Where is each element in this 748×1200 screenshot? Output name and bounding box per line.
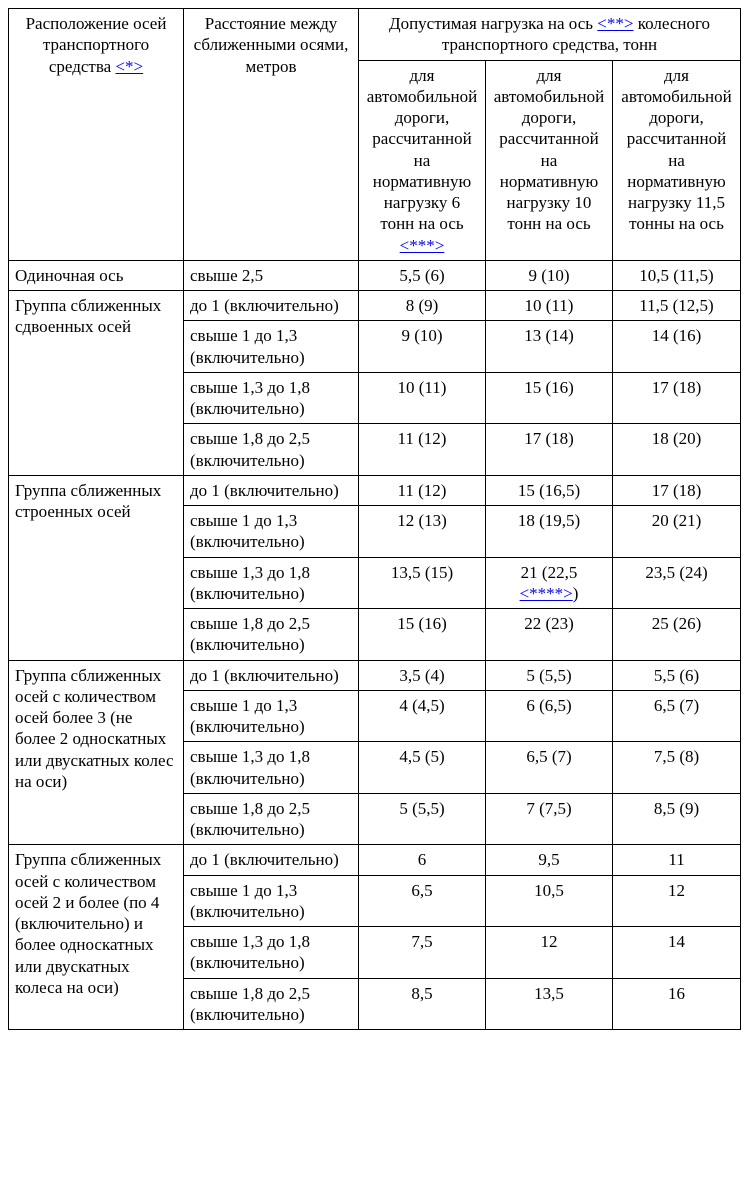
load-10t-cell: 22 (23) xyxy=(486,609,613,661)
load-11-5t-cell: 11,5 (12,5) xyxy=(613,291,741,321)
header-col1: Расположение осей транспортного средства… xyxy=(9,9,184,261)
header-col5: для автомобильной дороги, рассчитанной н… xyxy=(613,60,741,260)
load-10t-cell: 10,5 xyxy=(486,875,613,927)
distance-cell: свыше 1,8 до 2,5 (включительно) xyxy=(184,793,359,845)
group-label-cell: Группа сближенных осей с количеством осе… xyxy=(9,660,184,845)
distance-cell: свыше 1,3 до 1,8 (включительно) xyxy=(184,372,359,424)
load-10t-cell: 13 (14) xyxy=(486,321,613,373)
load-11-5t-cell: 11 xyxy=(613,845,741,875)
load-11-5t-cell: 16 xyxy=(613,978,741,1030)
load-11-5t-cell: 25 (26) xyxy=(613,609,741,661)
load-11-5t-cell: 10,5 (11,5) xyxy=(613,260,741,290)
load-6t-cell: 15 (16) xyxy=(359,609,486,661)
load-6t-cell: 13,5 (15) xyxy=(359,557,486,609)
load-6t-cell: 8,5 xyxy=(359,978,486,1030)
load-10t-cell: 21 (22,5 <****>) xyxy=(486,557,613,609)
load-6t-cell: 5 (5,5) xyxy=(359,793,486,845)
load-10t-cell: 18 (19,5) xyxy=(486,506,613,558)
load-11-5t-cell: 17 (18) xyxy=(613,372,741,424)
distance-cell: свыше 1 до 1,3 (включительно) xyxy=(184,506,359,558)
load-11-5t-cell: 8,5 (9) xyxy=(613,793,741,845)
load-11-5t-cell: 17 (18) xyxy=(613,475,741,505)
load-6t-cell: 6,5 xyxy=(359,875,486,927)
header-col4: для автомобильной дороги, рассчитанной н… xyxy=(486,60,613,260)
load-10t-cell: 7 (7,5) xyxy=(486,793,613,845)
load-11-5t-cell: 12 xyxy=(613,875,741,927)
footnote-3-link[interactable]: <***> xyxy=(400,236,445,255)
header-col345: Допустимая нагрузка на ось <**> колесног… xyxy=(359,9,741,61)
table-row: Группа сближенных строенных осейдо 1 (вк… xyxy=(9,475,741,505)
load-11-5t-cell: 14 (16) xyxy=(613,321,741,373)
group-label-cell: Одиночная ось xyxy=(9,260,184,290)
load-6t-cell: 9 (10) xyxy=(359,321,486,373)
header-col1-text: Расположение осей транспортного средства xyxy=(26,14,167,76)
table-row: Группа сближенных осей с количеством осе… xyxy=(9,845,741,875)
distance-cell: свыше 2,5 xyxy=(184,260,359,290)
load-10t-cell: 10 (11) xyxy=(486,291,613,321)
distance-cell: до 1 (включительно) xyxy=(184,845,359,875)
load-6t-cell: 3,5 (4) xyxy=(359,660,486,690)
load-6t-cell: 11 (12) xyxy=(359,424,486,476)
load-6t-cell: 10 (11) xyxy=(359,372,486,424)
load-11-5t-cell: 5,5 (6) xyxy=(613,660,741,690)
distance-cell: свыше 1,3 до 1,8 (включительно) xyxy=(184,742,359,794)
distance-cell: свыше 1 до 1,3 (включительно) xyxy=(184,875,359,927)
group-label-cell: Группа сближенных осей с количеством осе… xyxy=(9,845,184,1030)
distance-cell: свыше 1,8 до 2,5 (включительно) xyxy=(184,609,359,661)
distance-cell: до 1 (включительно) xyxy=(184,660,359,690)
distance-cell: свыше 1,8 до 2,5 (включительно) xyxy=(184,424,359,476)
load-11-5t-cell: 23,5 (24) xyxy=(613,557,741,609)
table-row: Одиночная осьсвыше 2,55,5 (6)9 (10)10,5 … xyxy=(9,260,741,290)
footnote-2-link[interactable]: <**> xyxy=(597,14,633,33)
load-10t-text-b: ) xyxy=(573,584,579,603)
load-6t-cell: 7,5 xyxy=(359,927,486,979)
load-10t-cell: 15 (16,5) xyxy=(486,475,613,505)
load-11-5t-cell: 7,5 (8) xyxy=(613,742,741,794)
load-10t-text-a: 21 (22,5 xyxy=(521,563,578,582)
load-10t-cell: 12 xyxy=(486,927,613,979)
axle-load-table: Расположение осей транспортного средства… xyxy=(8,8,741,1030)
header-col3: для автомобильной дороги, рассчитанной н… xyxy=(359,60,486,260)
load-6t-cell: 12 (13) xyxy=(359,506,486,558)
table-header: Расположение осей транспортного средства… xyxy=(9,9,741,261)
load-10t-cell: 13,5 xyxy=(486,978,613,1030)
distance-cell: свыше 1 до 1,3 (включительно) xyxy=(184,321,359,373)
distance-cell: до 1 (включительно) xyxy=(184,291,359,321)
load-10t-cell: 9 (10) xyxy=(486,260,613,290)
footnote-4-link[interactable]: <****> xyxy=(520,584,573,603)
load-11-5t-cell: 6,5 (7) xyxy=(613,690,741,742)
load-10t-cell: 17 (18) xyxy=(486,424,613,476)
distance-cell: до 1 (включительно) xyxy=(184,475,359,505)
footnote-1-link[interactable]: <*> xyxy=(115,57,143,76)
load-6t-cell: 4 (4,5) xyxy=(359,690,486,742)
load-11-5t-cell: 20 (21) xyxy=(613,506,741,558)
load-11-5t-cell: 18 (20) xyxy=(613,424,741,476)
group-label-cell: Группа сближенных сдвоенных осей xyxy=(9,291,184,476)
distance-cell: свыше 1,3 до 1,8 (включительно) xyxy=(184,557,359,609)
load-10t-cell: 6 (6,5) xyxy=(486,690,613,742)
table-body: Одиночная осьсвыше 2,55,5 (6)9 (10)10,5 … xyxy=(9,260,741,1029)
distance-cell: свыше 1 до 1,3 (включительно) xyxy=(184,690,359,742)
load-10t-cell: 6,5 (7) xyxy=(486,742,613,794)
header-col345-a: Допустимая нагрузка на ось xyxy=(389,14,597,33)
load-10t-cell: 9,5 xyxy=(486,845,613,875)
load-11-5t-cell: 14 xyxy=(613,927,741,979)
header-col2: Расстояние между сближенными осями, метр… xyxy=(184,9,359,261)
table-row: Группа сближенных сдвоенных осейдо 1 (вк… xyxy=(9,291,741,321)
load-10t-cell: 5 (5,5) xyxy=(486,660,613,690)
load-6t-cell: 6 xyxy=(359,845,486,875)
load-10t-cell: 15 (16) xyxy=(486,372,613,424)
load-6t-cell: 11 (12) xyxy=(359,475,486,505)
load-6t-cell: 8 (9) xyxy=(359,291,486,321)
header-col3-a: для автомобильной дороги, рассчитанной н… xyxy=(367,66,477,234)
load-6t-cell: 5,5 (6) xyxy=(359,260,486,290)
table-row: Группа сближенных осей с количеством осе… xyxy=(9,660,741,690)
distance-cell: свыше 1,3 до 1,8 (включительно) xyxy=(184,927,359,979)
group-label-cell: Группа сближенных строенных осей xyxy=(9,475,184,660)
load-6t-cell: 4,5 (5) xyxy=(359,742,486,794)
distance-cell: свыше 1,8 до 2,5 (включительно) xyxy=(184,978,359,1030)
